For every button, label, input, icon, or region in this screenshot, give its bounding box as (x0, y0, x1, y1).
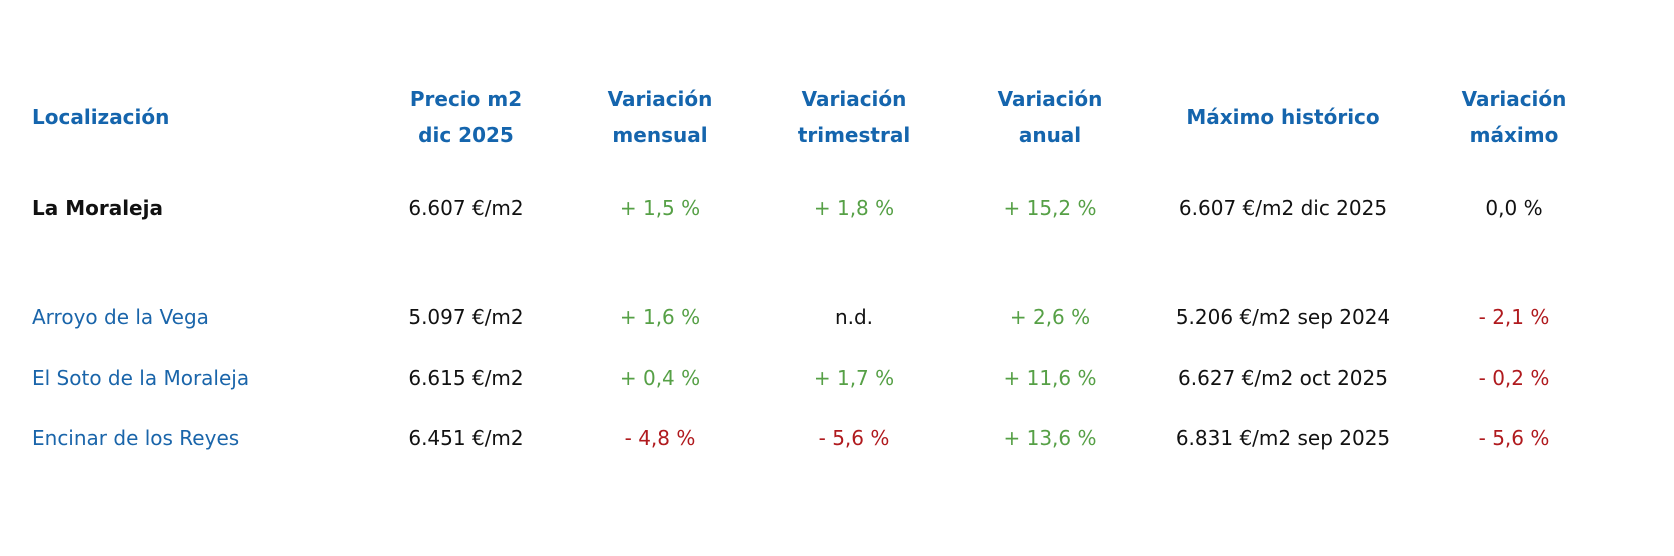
header-line: Variación (607, 87, 713, 111)
column-header: Máximo histórico (1186, 99, 1379, 135)
table-cell: 5.097 €/m2 (408, 305, 524, 329)
header-line: Máximo histórico (1186, 105, 1380, 129)
location-name: Arroyo de la Vega (32, 305, 209, 329)
header-line: Variación (997, 87, 1103, 111)
table-cell: - 4,8 % (624, 426, 696, 450)
column-header: Localización (32, 99, 169, 135)
header-line: trimestral (797, 123, 911, 147)
header-line: dic 2025 (418, 123, 514, 147)
table-cell: + 1,8 % (813, 196, 895, 220)
table-cell: 6.451 €/m2 (408, 426, 524, 450)
header-line: anual (1018, 123, 1082, 147)
location-name: La Moraleja (32, 196, 163, 220)
table-cell: 6.607 €/m2 dic 2025 (1178, 196, 1388, 220)
table-cell: - 5,6 % (818, 426, 890, 450)
table-cell: + 15,2 % (1003, 196, 1097, 220)
header-line: mensual (612, 123, 708, 147)
table-cell: 0,0 % (1485, 196, 1543, 220)
column-header: Variación mensual (608, 81, 713, 153)
table-cell: 6.831 €/m2 sep 2025 (1175, 426, 1391, 450)
table-cell: - 5,6 % (1478, 426, 1550, 450)
column-header: Variación máximo (1462, 81, 1567, 153)
table-cell: + 13,6 % (1003, 426, 1097, 450)
location-name: El Soto de la Moraleja (32, 366, 250, 390)
header-line: Precio m2 (409, 87, 523, 111)
table-cell: - 2,1 % (1478, 305, 1550, 329)
table-cell: + 1,7 % (813, 366, 895, 390)
column-header: Precio m2 dic 2025 (410, 81, 522, 153)
table-cell: 6.607 €/m2 (408, 196, 524, 220)
table-cell: 6.615 €/m2 (408, 366, 524, 390)
header-line: máximo (1469, 123, 1559, 147)
table-cell: 5.206 €/m2 sep 2024 (1175, 305, 1391, 329)
header-line: Localización (32, 105, 170, 129)
table-cell: + 11,6 % (1003, 366, 1097, 390)
column-header: Variación trimestral (798, 81, 910, 153)
location-name: Encinar de los Reyes (32, 426, 240, 450)
column-header: Variación anual (998, 81, 1103, 153)
table-cell: - 0,2 % (1478, 366, 1550, 390)
table-cell: 6.627 €/m2 oct 2025 (1178, 366, 1388, 390)
table-cell: + 2,6 % (1009, 305, 1091, 329)
header-line: Variación (1461, 87, 1567, 111)
table-cell: + 1,5 % (619, 196, 701, 220)
table-cell: + 1,6 % (619, 305, 701, 329)
table-cell: + 0,4 % (619, 366, 701, 390)
table-cell: n.d. (834, 305, 874, 329)
header-line: Variación (801, 87, 907, 111)
